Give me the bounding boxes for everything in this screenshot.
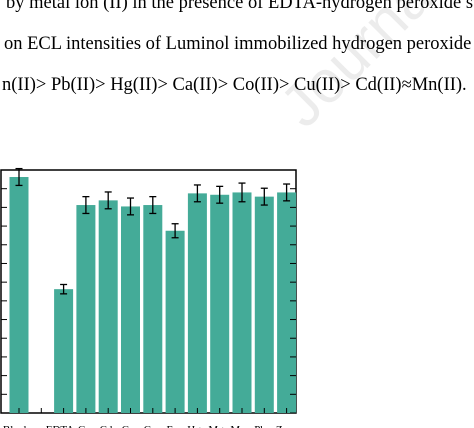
bar-ca	[76, 205, 96, 413]
bar-mn	[232, 192, 252, 413]
bar-zn	[277, 192, 297, 413]
bar-pb	[254, 196, 274, 413]
bar-cd	[98, 200, 118, 413]
bar-hg	[187, 193, 207, 413]
body-text-line-3: n(II)> Pb(II)> Hg(II)> Ca(II)> Co(II)> C…	[2, 75, 467, 95]
x-tick-label: Mg	[208, 424, 224, 428]
bar-blank	[9, 177, 29, 413]
x-tick-label: Ca	[78, 424, 90, 428]
x-tick-label: Fe	[167, 424, 178, 428]
x-tick-label: Cd	[100, 424, 113, 428]
bars	[9, 177, 297, 413]
x-tick-labels: Blank EDTACa Cd Co Cu Fe Hg Mg Mn Pb Zn	[3, 424, 289, 428]
error-bars	[15, 167, 291, 295]
x-tick-label: Blank	[3, 424, 30, 428]
bar-edta	[54, 289, 74, 413]
bar-mg	[210, 194, 230, 413]
x-tick-label: Pb	[254, 424, 266, 428]
body-text-line-1: by metal ion (II) in the presence of EDT…	[6, 0, 474, 13]
x-tick-label: Cu	[144, 424, 157, 428]
x-tick-label: Mn	[230, 424, 246, 428]
bar-co	[121, 206, 140, 413]
x-tick-label: Zn	[276, 424, 289, 428]
x-tick-label: EDTA	[46, 424, 75, 428]
x-tick-label: Hg	[187, 424, 201, 428]
axis-ticks	[1, 169, 296, 414]
bar-cu	[143, 205, 163, 413]
body-text-line-2: on ECL intensities of Luminol immobilize…	[4, 34, 472, 54]
x-tick-label: Co	[122, 424, 135, 428]
bar-fe	[165, 230, 185, 413]
